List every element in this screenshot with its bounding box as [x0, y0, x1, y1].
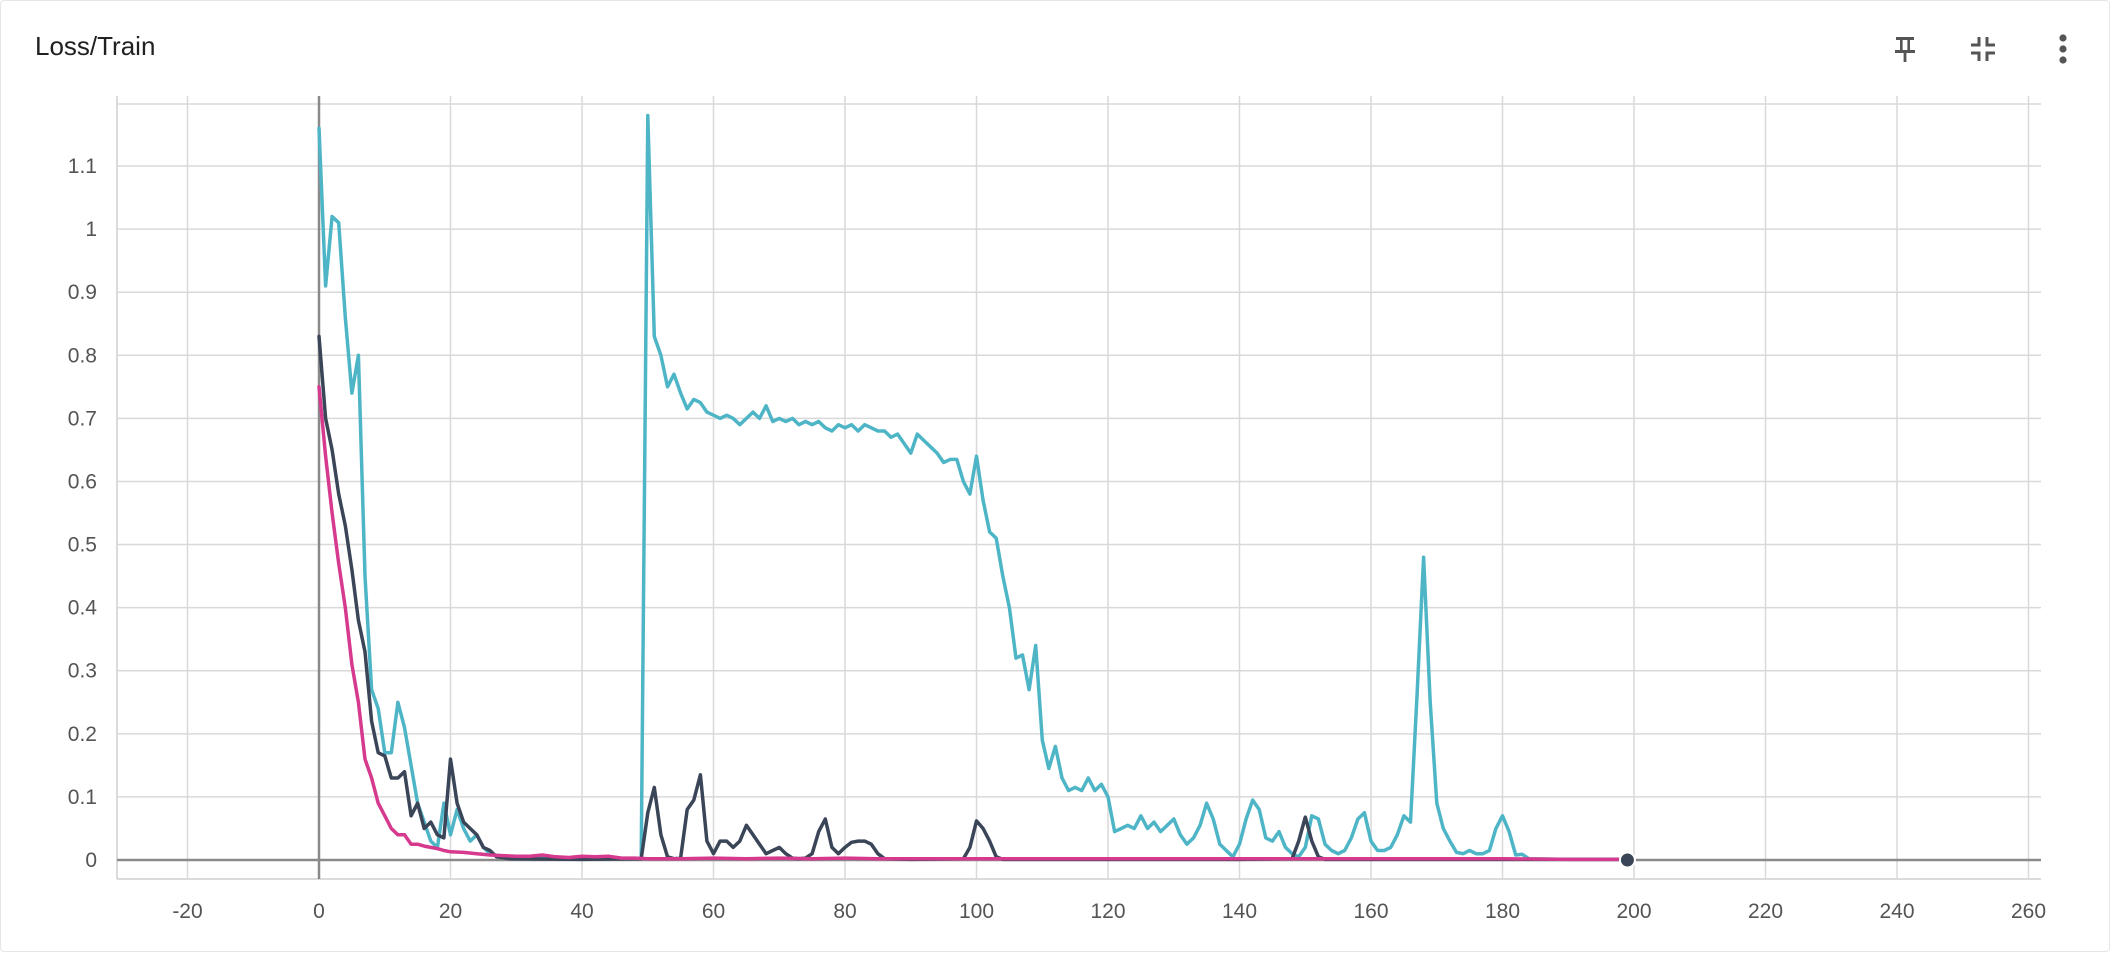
- y-tick-label: 0.5: [68, 534, 97, 557]
- y-tick-label: 0.3: [68, 660, 97, 683]
- pin-icon: [1895, 37, 1915, 62]
- x-tick-label: 180: [1485, 900, 1520, 923]
- more-vert-icon: [2059, 34, 2067, 64]
- x-tick-label: 220: [1748, 900, 1783, 923]
- collapse-button[interactable]: [1959, 25, 2007, 73]
- x-tick-label: 0: [313, 900, 325, 923]
- more-options-button[interactable]: [2039, 25, 2087, 73]
- x-tick-label: 200: [1616, 900, 1651, 923]
- y-tick-label: 0.4: [68, 597, 98, 620]
- x-tick-label: 100: [959, 900, 994, 923]
- y-tick-label: 0.8: [68, 344, 97, 367]
- x-tick-label: 40: [570, 900, 593, 923]
- y-tick-label: 0.9: [68, 281, 97, 304]
- series-line-teal[interactable]: [317, 113, 1630, 862]
- x-tick-label: 260: [2011, 900, 2046, 923]
- series-line-navy[interactable]: [317, 334, 1630, 862]
- x-tick-label: -20: [172, 900, 202, 923]
- x-tick-label: 240: [1879, 900, 1914, 923]
- y-tick-label: 1: [85, 218, 97, 241]
- card-title: Loss/Train: [35, 31, 156, 61]
- y-tick-label: 0.7: [68, 407, 97, 430]
- pin-button[interactable]: [1881, 25, 1929, 73]
- y-tick-label: 0.2: [68, 723, 97, 746]
- x-tick-label: 160: [1353, 900, 1388, 923]
- y-tick-label: 1.1: [68, 155, 97, 178]
- collapse-icon: [1971, 37, 1995, 61]
- x-tick-label: 20: [439, 900, 462, 923]
- x-tick-label: 120: [1090, 900, 1125, 923]
- y-tick-label: 0.1: [68, 786, 97, 809]
- series-line-magenta[interactable]: [317, 385, 1630, 862]
- y-tick-label: 0.6: [68, 470, 97, 493]
- x-tick-label: 140: [1222, 900, 1257, 923]
- series-end-marker[interactable]: [1618, 851, 1636, 869]
- x-tick-label: 60: [702, 900, 725, 923]
- x-tick-label: 80: [833, 900, 856, 923]
- y-tick-label: 0: [85, 849, 97, 872]
